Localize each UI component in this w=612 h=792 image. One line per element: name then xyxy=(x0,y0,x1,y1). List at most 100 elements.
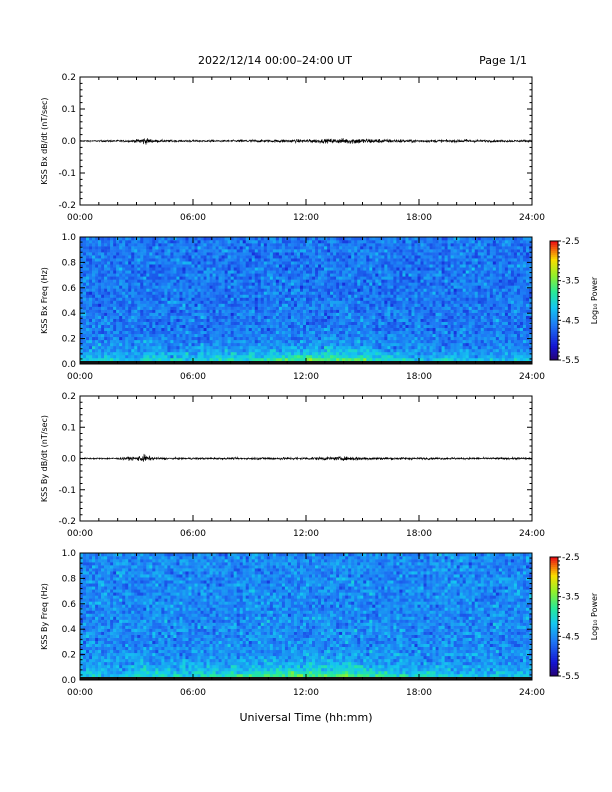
spectrogram-cell xyxy=(263,255,268,259)
spectrogram-cell xyxy=(134,327,138,332)
spectrogram-cell xyxy=(116,267,120,271)
spectrogram-cell xyxy=(212,315,216,319)
spectrogram-cell xyxy=(399,273,403,277)
spectrogram-cell xyxy=(230,237,234,241)
spectrogram-cell xyxy=(369,279,373,283)
spectrogram-cell xyxy=(390,249,394,253)
spectrogram-cell xyxy=(375,273,379,277)
spectrogram-cell xyxy=(287,297,292,301)
x-tick-label: 06:00 xyxy=(180,213,206,223)
spectrogram-cell xyxy=(233,294,237,298)
spectrogram-cell xyxy=(405,267,409,271)
spectrogram-cell xyxy=(402,321,406,325)
spectrogram-cell xyxy=(399,237,403,241)
spectrogram-cell xyxy=(194,246,198,250)
spectrogram-cell xyxy=(209,270,213,274)
spectrogram-cell xyxy=(315,336,319,341)
spectrogram-cell xyxy=(146,309,150,313)
spectrogram-cell xyxy=(197,339,201,344)
spectrogram-cell xyxy=(348,354,352,359)
spectrogram-cell xyxy=(143,354,147,359)
spectrogram-cell xyxy=(224,258,228,262)
spectrogram-cell xyxy=(137,258,141,262)
spectrogram-cell xyxy=(333,240,337,244)
spectrogram-cell xyxy=(327,312,331,316)
spectrogram-cell xyxy=(417,258,421,262)
spectrogram-cell xyxy=(384,324,388,329)
spectrogram-cell xyxy=(405,324,409,329)
spectrogram-cell xyxy=(95,324,99,329)
spectrogram-cell xyxy=(170,348,174,353)
spectrogram-cell xyxy=(296,261,301,265)
spectrogram-cell xyxy=(330,339,334,344)
spectrogram-cell xyxy=(218,345,222,350)
spectrogram-cell xyxy=(302,237,307,241)
spectrogram-cell xyxy=(408,285,412,289)
spectrogram-cell xyxy=(125,342,129,347)
spectrogram-cell xyxy=(306,351,310,356)
spectrogram-cell xyxy=(119,243,123,247)
spectrogram-cell xyxy=(278,267,283,271)
spectrogram-cell xyxy=(95,306,99,310)
spectrogram-cell xyxy=(269,357,274,362)
spectrogram-cell xyxy=(149,291,153,295)
spectrogram-cell xyxy=(423,258,427,262)
spectrogram-cell xyxy=(390,312,394,316)
spectrogram-cell xyxy=(275,282,280,286)
spectrogram-cell xyxy=(239,288,244,292)
spectrogram-cell xyxy=(167,270,171,274)
spectrogram-cell xyxy=(306,276,310,280)
spectrogram-cell xyxy=(224,342,228,347)
spectrogram-cell xyxy=(110,327,114,332)
spectrogram-cell xyxy=(405,276,409,280)
spectrogram-cell xyxy=(110,285,114,289)
spectrogram-cell xyxy=(302,309,307,313)
spectrogram-cell xyxy=(284,330,289,335)
spectrogram-cell xyxy=(98,294,102,298)
spectrogram-cell xyxy=(296,327,301,332)
spectrogram-cell xyxy=(275,339,280,344)
spectrogram-cell xyxy=(149,297,153,301)
spectrogram-cell xyxy=(80,330,84,335)
spectrogram-cell xyxy=(191,267,195,271)
spectrogram-cell xyxy=(242,345,247,350)
spectrogram-cell xyxy=(296,300,301,304)
spectrogram-cell xyxy=(116,309,120,313)
spectrogram-cell xyxy=(420,255,424,259)
spectrogram-cell xyxy=(336,357,340,362)
spectrogram-cell xyxy=(351,279,355,283)
spectrogram-cell xyxy=(137,294,141,298)
spectrogram-cell xyxy=(408,273,412,277)
spectrogram-cell xyxy=(218,246,222,250)
spectrogram-cell xyxy=(339,330,343,335)
spectrogram-cell xyxy=(369,324,373,329)
spectrogram-cell xyxy=(381,276,385,280)
spectrogram-cell xyxy=(396,348,400,353)
spectrogram-cell xyxy=(146,300,150,304)
spectrogram-cell xyxy=(89,273,93,277)
spectrogram-cell xyxy=(336,243,340,247)
spectrogram-cell xyxy=(269,342,274,347)
spectrogram-cell xyxy=(396,273,400,277)
spectrogram-cell xyxy=(83,240,87,244)
spectrogram-cell xyxy=(387,273,391,277)
spectrogram-cell xyxy=(107,318,111,322)
spectrogram-cell xyxy=(306,264,310,268)
spectrogram-cell xyxy=(152,240,156,244)
spectrogram-cell xyxy=(113,243,117,247)
spectrogram-cell xyxy=(378,357,382,362)
spectrogram-cell xyxy=(140,315,144,319)
spectrogram-cell xyxy=(384,315,388,319)
spectrogram-cell xyxy=(203,273,207,277)
spectrogram-cell xyxy=(128,237,132,241)
spectrogram-cell xyxy=(86,348,90,353)
spectrogram-cell xyxy=(269,348,274,353)
spectrogram-cell xyxy=(363,339,367,344)
spectrogram-cell xyxy=(336,279,340,283)
spectrogram-cell xyxy=(173,306,177,310)
spectrogram-cell xyxy=(164,321,168,325)
spectrogram-cell xyxy=(227,294,231,298)
spectrogram-cell xyxy=(95,309,99,313)
spectrogram-cell xyxy=(125,246,129,250)
spectrogram-cell xyxy=(408,309,412,313)
